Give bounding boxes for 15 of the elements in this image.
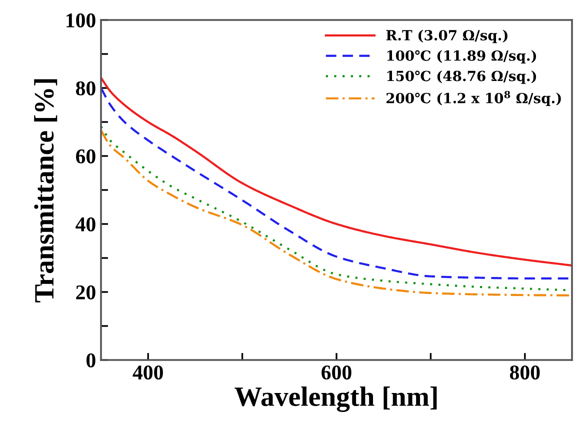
- x-tick-label: 800: [510, 365, 540, 380]
- y-tick-label: 80: [76, 81, 96, 96]
- y-tick-label: 100: [66, 13, 96, 28]
- legend-label: 200℃ (1.2 x 10$^{8}$ Ω/sq.): [386, 90, 561, 106]
- y-tick-label: 0: [86, 353, 96, 368]
- y-tick-label: 60: [76, 149, 96, 164]
- y-tick-label: 20: [76, 285, 96, 300]
- y-axis-title: Transmittance [%]: [34, 79, 58, 302]
- legend-label: R.T (3.07 Ω/sq.): [386, 30, 508, 44]
- x-tick-label: 400: [132, 365, 163, 380]
- x-tick-label: 600: [322, 365, 352, 380]
- legend-label: 100℃ (11.89 Ω/sq.): [387, 50, 536, 64]
- x-axis-title: Wavelength [nm]: [234, 386, 437, 412]
- legend-label: 150℃ (48.76 Ω/sq.): [387, 70, 536, 84]
- y-tick-label: 40: [76, 217, 96, 232]
